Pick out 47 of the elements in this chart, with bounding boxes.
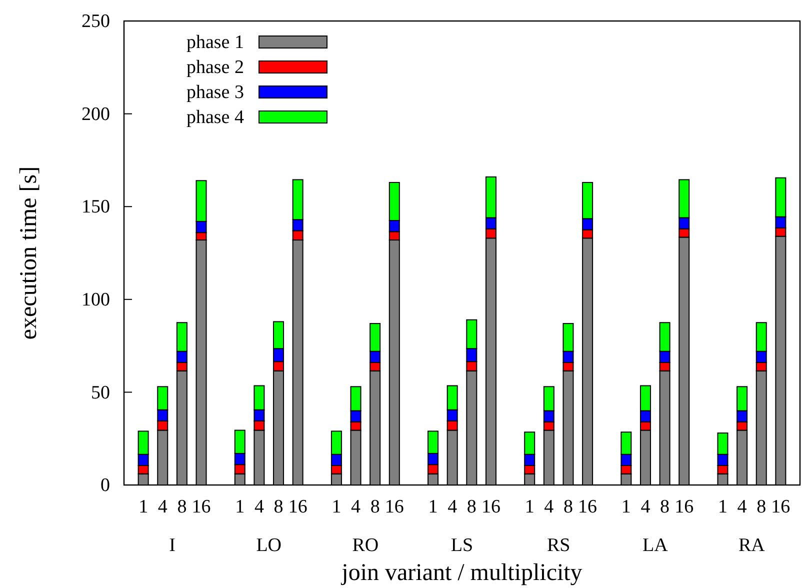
x-tick-label: 16 [192, 496, 211, 518]
text: I [169, 535, 176, 556]
y-tick-label: 150 [82, 196, 110, 218]
x-tick-label: 1 [332, 496, 342, 518]
x-tick-label: 8 [274, 496, 284, 518]
x-tick-label: 4 [351, 496, 362, 518]
x-tick-label: 8 [177, 496, 187, 518]
x-tick-label: 8 [370, 496, 380, 518]
x-tick-label: 16 [674, 496, 694, 518]
legend-label: phase 3 [186, 82, 244, 103]
text: RA [738, 535, 766, 556]
y-tick-label: 250 [82, 11, 110, 32]
text: LO [256, 535, 282, 556]
y-tick-label: 50 [91, 382, 110, 404]
text: RO [352, 535, 379, 556]
text: LS [450, 535, 474, 556]
x-tick-label: 1 [524, 496, 534, 518]
x-tick-label: 4 [640, 496, 651, 518]
text: LA [642, 535, 668, 556]
x-tick-label: 8 [756, 496, 766, 518]
x-axis-title: join variant / multiplicity [340, 560, 582, 586]
x-tick-label: 8 [660, 496, 670, 518]
x-tick-label: 1 [235, 496, 245, 518]
x-tick-label: 4 [158, 496, 168, 518]
x-tick-label: 4 [737, 496, 748, 518]
x-tick-label: 1 [138, 496, 148, 518]
y-axis-title: execution time [s] [16, 166, 42, 340]
y-tick-label: 200 [82, 104, 110, 125]
x-tick-label: 4 [448, 496, 458, 518]
legend-label: phase 1 [186, 32, 244, 53]
x-tick-label: 1 [428, 496, 438, 518]
legend-label: phase 4 [186, 107, 244, 128]
x-tick-label: 16 [481, 496, 500, 518]
y-tick-label: 100 [82, 289, 110, 310]
y-tick-label: 0 [100, 475, 110, 496]
text: RS [546, 535, 570, 556]
x-tick-label: 8 [466, 496, 476, 518]
x-tick-label: 16 [578, 496, 598, 518]
x-tick-label: 16 [771, 496, 790, 518]
x-tick-label: 8 [563, 496, 573, 518]
x-tick-label: 1 [621, 496, 631, 518]
x-tick-label: 4 [254, 496, 264, 518]
x-tick-label: 4 [544, 496, 554, 518]
x-tick-label: 16 [288, 496, 308, 518]
x-tick-label: 1 [718, 496, 728, 518]
legend-label: phase 2 [186, 57, 244, 78]
x-tick-label: 16 [384, 496, 404, 518]
